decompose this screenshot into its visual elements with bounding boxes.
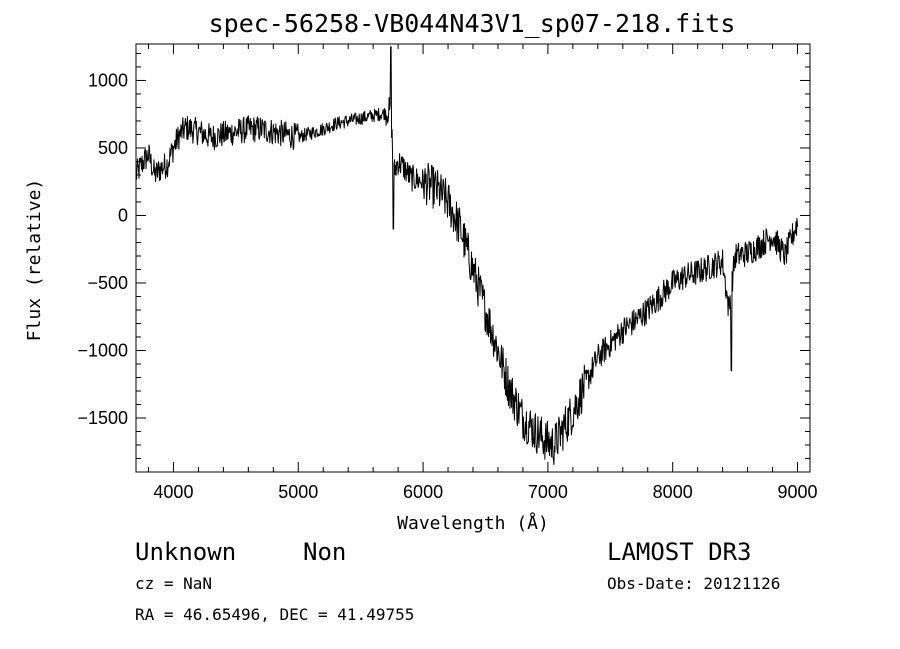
y-tick-label: −500	[87, 273, 128, 293]
y-tick-label: −1000	[77, 340, 128, 360]
x-tick-label: 4000	[153, 482, 193, 502]
x-tick-label: 6000	[403, 482, 443, 502]
object-subclass: Non	[303, 538, 346, 566]
x-tick-label: 7000	[528, 482, 568, 502]
x-tick-label: 9000	[777, 482, 817, 502]
ra-dec-coordinates: RA = 46.65496, DEC = 41.49755	[135, 605, 414, 624]
object-class: Unknown	[135, 538, 236, 566]
redshift-cz: cz = NaN	[135, 574, 212, 593]
y-tick-label: 500	[98, 138, 128, 158]
y-tick-label: −1500	[77, 408, 128, 428]
chart-title: spec-56258-VB044N43V1_sp07-218.fits	[209, 9, 736, 38]
plot-area: 4000 5000 6000 7000 8000 9000 10005000−500−10…	[77, 43, 818, 502]
y-axis-ticks: 1000 500 0 −500 −1000 −1500	[77, 52, 810, 459]
spectrum-line	[135, 46, 798, 466]
x-axis-label: Wavelength (Å)	[397, 512, 549, 534]
x-tick-label: 5000	[278, 482, 318, 502]
x-tick-label: 8000	[653, 482, 693, 502]
survey-label: LAMOST DR3	[607, 538, 752, 566]
y-axis-label: Flux (relative)	[24, 179, 45, 342]
y-tick-label: 0	[118, 205, 128, 225]
series-group	[135, 46, 798, 466]
x-axis-ticks: 4000 5000 6000 7000 8000 9000	[147, 44, 818, 502]
observation-date: Obs-Date: 20121126	[607, 574, 780, 593]
y-tick-label: 1000	[88, 70, 128, 90]
